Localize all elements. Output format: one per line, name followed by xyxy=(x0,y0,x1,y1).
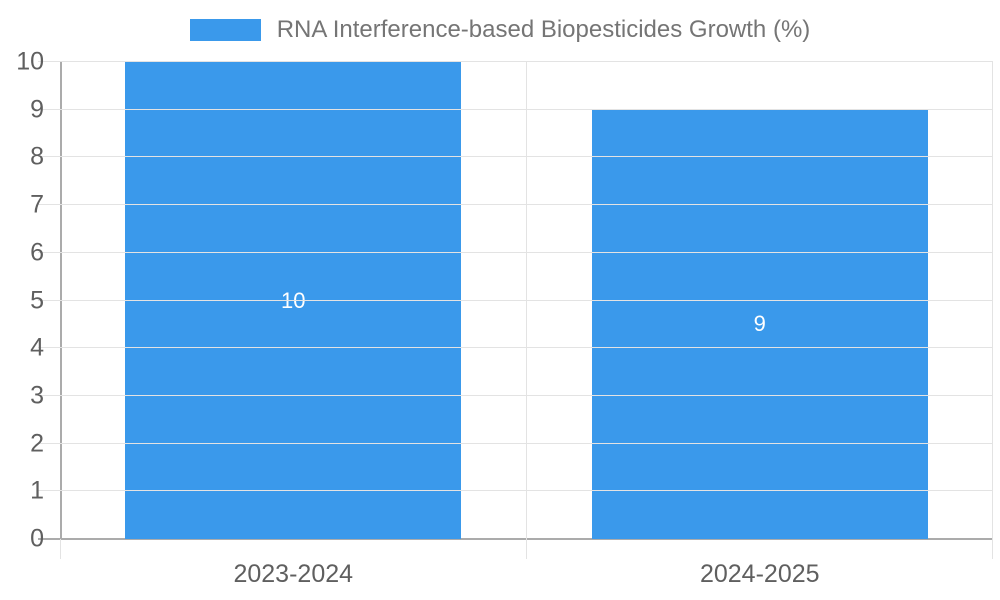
plot-area: 10 9 2023-2024 2024-2025 0 1 2 3 4 5 6 7 8 9 10 xyxy=(16,49,993,587)
x-tick-mark xyxy=(60,539,61,559)
x-tick-mark xyxy=(525,539,527,559)
bar-value-label: 9 xyxy=(753,311,766,337)
legend-swatch xyxy=(189,19,261,41)
y-gridline xyxy=(38,394,993,396)
y-tick-label: 1 xyxy=(30,476,44,505)
x-axis-label-2023-2024: 2023-2024 xyxy=(233,560,354,588)
y-axis-line xyxy=(60,62,62,539)
y-tick-label: 6 xyxy=(30,238,44,267)
y-tick-label: 7 xyxy=(30,190,44,219)
y-gridline xyxy=(38,299,993,301)
x-gridline xyxy=(992,62,993,539)
x-axis-line xyxy=(38,538,993,540)
chart-legend: RNA Interference-based Biopesticides Gro… xyxy=(0,16,1000,44)
legend-label: RNA Interference-based Biopesticides Gro… xyxy=(276,16,811,43)
y-gridline xyxy=(38,347,993,349)
y-tick-label: 9 xyxy=(30,95,44,124)
bar-2023-2024: 10 xyxy=(125,62,462,539)
x-tick-mark xyxy=(992,539,993,559)
y-tick-label: 8 xyxy=(30,142,44,171)
y-tick-label: 0 xyxy=(30,524,44,553)
y-tick-label: 5 xyxy=(30,286,44,314)
y-tick-label: 3 xyxy=(30,381,44,410)
legend-item-growth-series[interactable]: RNA Interference-based Biopesticides Gro… xyxy=(189,16,811,44)
y-tick-label: 4 xyxy=(30,333,44,362)
y-gridline xyxy=(38,204,993,206)
y-gridline xyxy=(38,490,993,492)
y-gridline xyxy=(38,156,993,158)
x-axis-label-2024-2025: 2024-2025 xyxy=(699,560,820,588)
y-gridline xyxy=(38,442,993,444)
y-tick-label: 2 xyxy=(30,429,44,458)
bar-2024-2025: 9 xyxy=(591,109,928,539)
bar-value-label: 10 xyxy=(280,287,306,313)
y-tick-label: 10 xyxy=(16,47,44,76)
y-gridline xyxy=(38,61,993,62)
x-gridline xyxy=(525,62,527,539)
y-gridline xyxy=(38,108,993,110)
y-gridline xyxy=(38,251,993,253)
